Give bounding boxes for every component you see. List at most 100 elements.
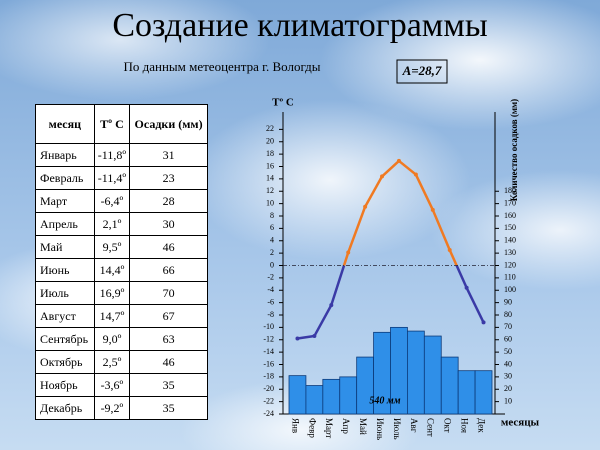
temperature-segment xyxy=(448,249,458,267)
cell: 2,5º xyxy=(93,350,131,374)
data-table: месяц Tº C Осадки (мм) Январь -11,8º 31 Феврал… xyxy=(35,104,208,420)
x-tick-label: Июнь xyxy=(375,418,385,440)
x-tick-label: Февр xyxy=(307,418,317,438)
cell: Январь xyxy=(35,143,95,167)
y-tick-label: 18 xyxy=(266,149,274,158)
y-tick-label: -22 xyxy=(263,396,274,405)
bar xyxy=(457,370,476,415)
temperature-point xyxy=(346,250,351,255)
cell: 66 xyxy=(129,258,208,282)
temperature-point xyxy=(312,334,317,339)
title: Создание климатограммы xyxy=(112,7,488,44)
y-tick-label: 14 xyxy=(266,174,274,183)
y-tick-label: -4 xyxy=(267,285,274,294)
row: Май 9,5º 46 xyxy=(35,235,208,259)
header-row: месяц Tº C Осадки (мм) xyxy=(35,104,208,144)
cell: 9,0º xyxy=(93,327,131,351)
temperature-point xyxy=(329,303,334,308)
temperature-point xyxy=(464,285,469,290)
temperature-segment xyxy=(398,159,417,176)
row: Февраль -11,4º 23 xyxy=(35,166,208,190)
x-tick-label: Янв xyxy=(290,418,300,433)
y-axis-label: Tº C xyxy=(272,97,294,109)
y2-tick-label: 20 xyxy=(504,384,512,393)
bar xyxy=(288,375,307,415)
annotation: 540 мм xyxy=(369,395,400,406)
temperature-segment xyxy=(342,252,350,266)
header-cell: Tº C xyxy=(93,104,131,144)
x-tick-label: Авг xyxy=(409,418,419,433)
y-tick-label: 22 xyxy=(266,124,274,133)
row: Ноябрь -3,6º 35 xyxy=(35,373,208,397)
temperature-point xyxy=(396,158,401,163)
bar xyxy=(305,385,324,415)
y-tick-label: 6 xyxy=(270,223,274,232)
amplitude-box xyxy=(396,59,448,84)
cell: 35 xyxy=(129,373,208,397)
temperature-point xyxy=(447,248,452,253)
cell: 23 xyxy=(129,166,208,190)
temperature-point xyxy=(380,174,385,179)
temperature-point xyxy=(295,336,300,341)
cell: 16,9º xyxy=(93,281,131,305)
y-tick-label: -20 xyxy=(263,384,274,393)
row: Март -6,4º 28 xyxy=(35,189,208,213)
bar xyxy=(440,356,459,415)
y2-tick-label: 80 xyxy=(504,310,512,319)
temperature-segment xyxy=(364,175,384,208)
row: Октябрь 2,5º 46 xyxy=(35,350,208,374)
subtitle: По данным метеоцентра г. Вологды xyxy=(123,59,320,74)
y2-tick-label: 40 xyxy=(504,359,512,368)
row: Январь -11,8º 31 xyxy=(35,143,208,167)
cell: 2,1º xyxy=(93,212,131,236)
y-tick-label: 10 xyxy=(266,198,274,207)
x-tick-label: Март xyxy=(324,418,334,438)
y-tick-label: -6 xyxy=(267,297,274,306)
y2-tick-label: 30 xyxy=(504,372,512,381)
x-tick-label: Июль xyxy=(392,418,402,440)
y2-tick-label: 50 xyxy=(504,347,512,356)
temperature-segment xyxy=(330,265,346,306)
temperature-point xyxy=(413,172,418,177)
row: Июнь 14,4º 66 xyxy=(35,258,208,282)
y-tick-label: -16 xyxy=(263,359,274,368)
y-tick-label: 2 xyxy=(270,248,274,257)
cell: 63 xyxy=(129,327,208,351)
temperature-point xyxy=(363,204,368,209)
y2-tick-label: 120 xyxy=(504,260,516,269)
bar xyxy=(407,330,425,415)
cell: Апрель xyxy=(35,212,95,236)
y-tick-label: -2 xyxy=(267,273,274,282)
cell: Декабрь xyxy=(35,396,95,420)
temperature-point xyxy=(430,207,435,212)
y-tick-label: 8 xyxy=(270,211,274,220)
cell: -9,2º xyxy=(93,396,131,420)
cell: Ноябрь xyxy=(35,373,95,397)
y2-tick-label: 90 xyxy=(504,297,512,306)
cell: -3,6º xyxy=(93,373,131,397)
y2-tick-label: 100 xyxy=(504,285,516,294)
bar xyxy=(423,335,442,415)
temperature-segment xyxy=(414,174,434,211)
y-tick-label: -18 xyxy=(263,372,274,381)
cell: 14,4º xyxy=(93,258,131,282)
y-tick-label: 4 xyxy=(270,236,274,245)
cell: Июнь xyxy=(35,258,95,282)
y2-axis-label: Количество осадков (мм) xyxy=(509,99,519,201)
cell: -6,4º xyxy=(93,189,131,213)
cell: Октябрь xyxy=(35,350,95,374)
y-tick-label: -8 xyxy=(267,310,274,319)
temperature-segment xyxy=(431,209,451,251)
cell: 14,7º xyxy=(93,304,131,328)
temperature-segment xyxy=(465,287,485,323)
row: Август 14,7º 67 xyxy=(35,304,208,328)
x-axis-label: месяцы xyxy=(501,417,540,429)
x-tick-label: Ноя xyxy=(460,418,470,433)
bar xyxy=(474,370,493,415)
temperature-segment xyxy=(313,304,333,337)
cell: 46 xyxy=(129,235,208,259)
cell: 67 xyxy=(129,304,208,328)
row: Сентябрь 9,0º 63 xyxy=(35,327,208,351)
